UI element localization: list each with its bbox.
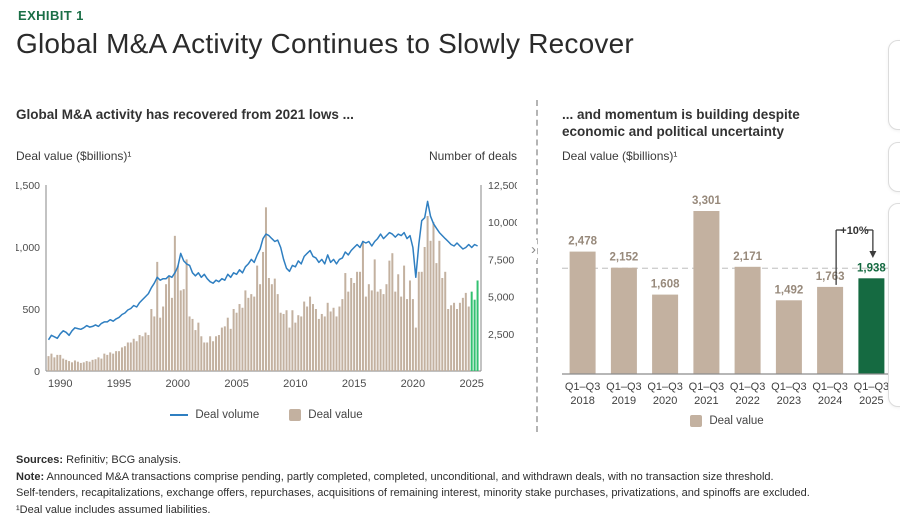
edge-card[interactable] bbox=[888, 203, 900, 407]
svg-text:500: 500 bbox=[22, 304, 40, 316]
deal-volume-legend-label: Deal volume bbox=[195, 409, 260, 421]
svg-text:0: 0 bbox=[34, 366, 40, 378]
legend-item-deal-volume: Deal volume bbox=[170, 409, 259, 421]
svg-text:2020: 2020 bbox=[401, 378, 425, 390]
svg-text:2022: 2022 bbox=[735, 395, 759, 407]
exhibit-label: EXHIBIT 1 bbox=[18, 8, 84, 23]
deal-value-legend-label: Deal value bbox=[308, 409, 363, 421]
svg-text:2,152: 2,152 bbox=[610, 252, 639, 264]
svg-text:Q1–Q3: Q1–Q3 bbox=[565, 381, 600, 393]
svg-text:Q1–Q3: Q1–Q3 bbox=[606, 381, 641, 393]
svg-text:Q1–Q3: Q1–Q3 bbox=[647, 381, 682, 393]
left-y-axis-label: Deal value ($billions)¹ bbox=[16, 149, 132, 163]
svg-text:1,608: 1,608 bbox=[651, 279, 680, 291]
svg-text:7,500: 7,500 bbox=[488, 254, 514, 266]
deal-volume-line-swatch bbox=[170, 414, 189, 416]
svg-text:2010: 2010 bbox=[283, 378, 307, 390]
svg-text:2015: 2015 bbox=[342, 378, 366, 390]
page-title: Global M&A Activity Continues to Slowly … bbox=[16, 28, 634, 59]
svg-text:1,763: 1,763 bbox=[816, 271, 845, 283]
right-chart-legend: Deal value bbox=[562, 415, 892, 427]
svg-text:2019: 2019 bbox=[612, 395, 636, 407]
note-text: Announced M&A transactions comprise pend… bbox=[44, 470, 774, 483]
deal-value-legend-label: Deal value bbox=[709, 415, 764, 427]
svg-text:2,478: 2,478 bbox=[568, 236, 597, 248]
svg-text:2005: 2005 bbox=[224, 378, 248, 390]
note-line-2: Self-tenders, recapitalizations, exchang… bbox=[16, 487, 810, 499]
edge-card[interactable] bbox=[888, 142, 900, 192]
left-chart-legend: Deal volume Deal value bbox=[16, 409, 517, 421]
sources-text: Refinitiv; BCG analysis. bbox=[63, 454, 182, 466]
svg-text:1,492: 1,492 bbox=[775, 284, 804, 296]
left-axis-labels-row: Deal value ($billions)¹ Number of deals bbox=[16, 149, 517, 163]
right-panel-heading: ... and momentum is building despite eco… bbox=[562, 106, 892, 140]
svg-text:3,301: 3,301 bbox=[692, 195, 721, 207]
edge-card[interactable] bbox=[888, 40, 900, 130]
svg-text:2021: 2021 bbox=[694, 395, 718, 407]
right-panel-heading-line2: economic and political uncertainty bbox=[562, 124, 785, 139]
note-line-1: Note: Announced M&A transactions compris… bbox=[16, 469, 888, 486]
note-label: Note: bbox=[16, 470, 45, 483]
svg-text:5,000: 5,000 bbox=[488, 292, 514, 304]
svg-text:2023: 2023 bbox=[777, 395, 801, 407]
svg-text:Q1–Q3: Q1–Q3 bbox=[771, 381, 806, 393]
svg-text:2018: 2018 bbox=[570, 395, 594, 407]
panel-divider: › bbox=[530, 100, 538, 432]
footnote-line: ¹Deal value includes assumed liabilities… bbox=[16, 503, 211, 516]
right-panel-axis-label: Deal value ($billions)¹ bbox=[562, 149, 678, 163]
deal-value-yearly-bar-chart: 2,478 2,152 1,608 3,301 2,171 1,492 1,763 1,938… bbox=[562, 195, 892, 407]
svg-text:10,000: 10,000 bbox=[488, 217, 517, 229]
svg-text:2,171: 2,171 bbox=[733, 251, 762, 263]
footer-notes: Sources: Refinitiv; BCG analysis. Note: … bbox=[16, 452, 888, 518]
svg-text:1,500: 1,500 bbox=[16, 180, 40, 192]
svg-text:12,500: 12,500 bbox=[488, 180, 517, 192]
svg-text:+10%: +10% bbox=[840, 225, 869, 237]
legend-item-deal-value-right: Deal value bbox=[690, 415, 764, 427]
left-panel: Global M&A activity has recovered from 2… bbox=[16, 106, 517, 421]
right-panel-heading-line1: ... and momentum is building despite bbox=[562, 107, 800, 122]
svg-text:1,938: 1,938 bbox=[857, 262, 886, 274]
svg-text:1990: 1990 bbox=[48, 378, 72, 390]
right-panel: ... and momentum is building despite eco… bbox=[562, 106, 892, 427]
svg-text:2,500: 2,500 bbox=[488, 329, 514, 341]
svg-text:2000: 2000 bbox=[166, 378, 190, 390]
svg-text:2020: 2020 bbox=[653, 395, 677, 407]
svg-text:Q1–Q3: Q1–Q3 bbox=[730, 381, 765, 393]
sources-line: Sources: Refinitiv; BCG analysis. bbox=[16, 452, 888, 469]
svg-text:2025: 2025 bbox=[859, 395, 883, 407]
legend-item-deal-value: Deal value bbox=[289, 409, 363, 421]
svg-text:Q1–Q3: Q1–Q3 bbox=[689, 381, 724, 393]
chevron-right-icon: › bbox=[530, 240, 537, 260]
svg-text:1,000: 1,000 bbox=[16, 242, 40, 254]
svg-text:Q1–Q3: Q1–Q3 bbox=[854, 381, 889, 393]
sources-label: Sources: bbox=[16, 454, 64, 466]
deal-value-square-swatch bbox=[289, 409, 302, 421]
svg-text:2024: 2024 bbox=[818, 395, 842, 407]
deal-value-square-swatch bbox=[690, 415, 703, 427]
left-panel-heading: Global M&A activity has recovered from 2… bbox=[16, 107, 354, 122]
svg-text:2025: 2025 bbox=[459, 378, 483, 390]
deal-value-volume-combo-chart: 0 500 1,000 1,500 2,500 5,000 7,500 10,000 12,50… bbox=[16, 180, 517, 390]
svg-text:1995: 1995 bbox=[107, 378, 131, 390]
right-y-axis-label: Number of deals bbox=[428, 149, 517, 163]
svg-text:Q1–Q3: Q1–Q3 bbox=[812, 381, 847, 393]
